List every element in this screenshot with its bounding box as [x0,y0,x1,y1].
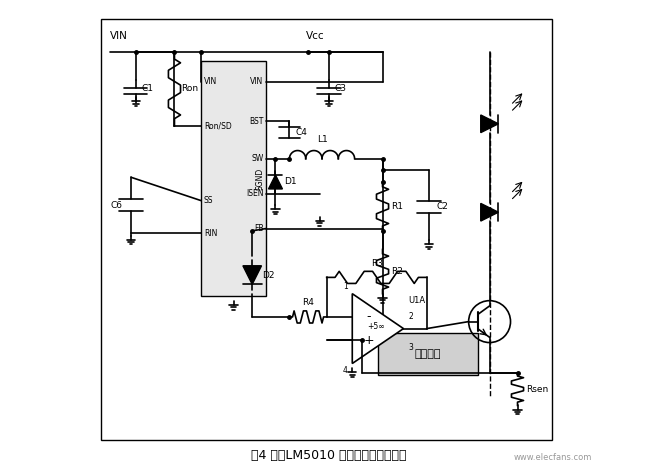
Text: C6: C6 [111,201,123,210]
Text: L1: L1 [316,135,328,145]
Text: R4: R4 [302,298,314,307]
Text: R1: R1 [391,202,403,211]
Polygon shape [268,175,282,189]
Polygon shape [481,115,498,133]
Text: Vcc: Vcc [306,32,324,41]
Text: +: + [363,334,374,347]
Text: R3: R3 [370,259,383,268]
Text: RIN: RIN [204,229,217,238]
Polygon shape [243,266,261,284]
Text: 2: 2 [408,312,413,321]
Text: R2: R2 [391,268,403,276]
Text: VIN: VIN [111,32,128,41]
Text: FB: FB [254,224,263,233]
Text: -: - [367,310,371,324]
Text: SGND: SGND [255,167,265,190]
Text: C2: C2 [436,202,448,211]
Bar [201,61,266,296]
Text: +5∞: +5∞ [367,322,384,331]
Text: BST: BST [249,117,263,126]
Text: D1: D1 [284,178,297,187]
Text: U1A: U1A [408,296,425,305]
Text: 电流控制: 电流控制 [415,349,441,359]
Text: VIN: VIN [250,77,263,86]
Text: 3: 3 [408,343,413,352]
Text: 4: 4 [343,366,347,375]
Polygon shape [481,203,498,221]
Text: 1: 1 [343,282,347,291]
Text: SS: SS [204,196,213,205]
Text: VIN: VIN [204,77,217,86]
Text: C1: C1 [141,84,153,93]
Text: 图4 使用LM5010 搭建的可变降压电路: 图4 使用LM5010 搭建的可变降压电路 [251,449,407,463]
Text: C4: C4 [295,128,307,137]
Text: ISEN: ISEN [246,189,263,198]
Text: D2: D2 [263,270,275,280]
Text: SW: SW [251,154,263,163]
Polygon shape [352,294,403,364]
Text: Ron: Ron [182,84,199,93]
Text: www.elecfans.com: www.elecfans.com [513,453,592,463]
Text: Ron/SD: Ron/SD [204,122,232,130]
Text: Rsen: Rsen [526,385,548,394]
Bar [378,333,478,375]
Text: C3: C3 [334,84,347,93]
